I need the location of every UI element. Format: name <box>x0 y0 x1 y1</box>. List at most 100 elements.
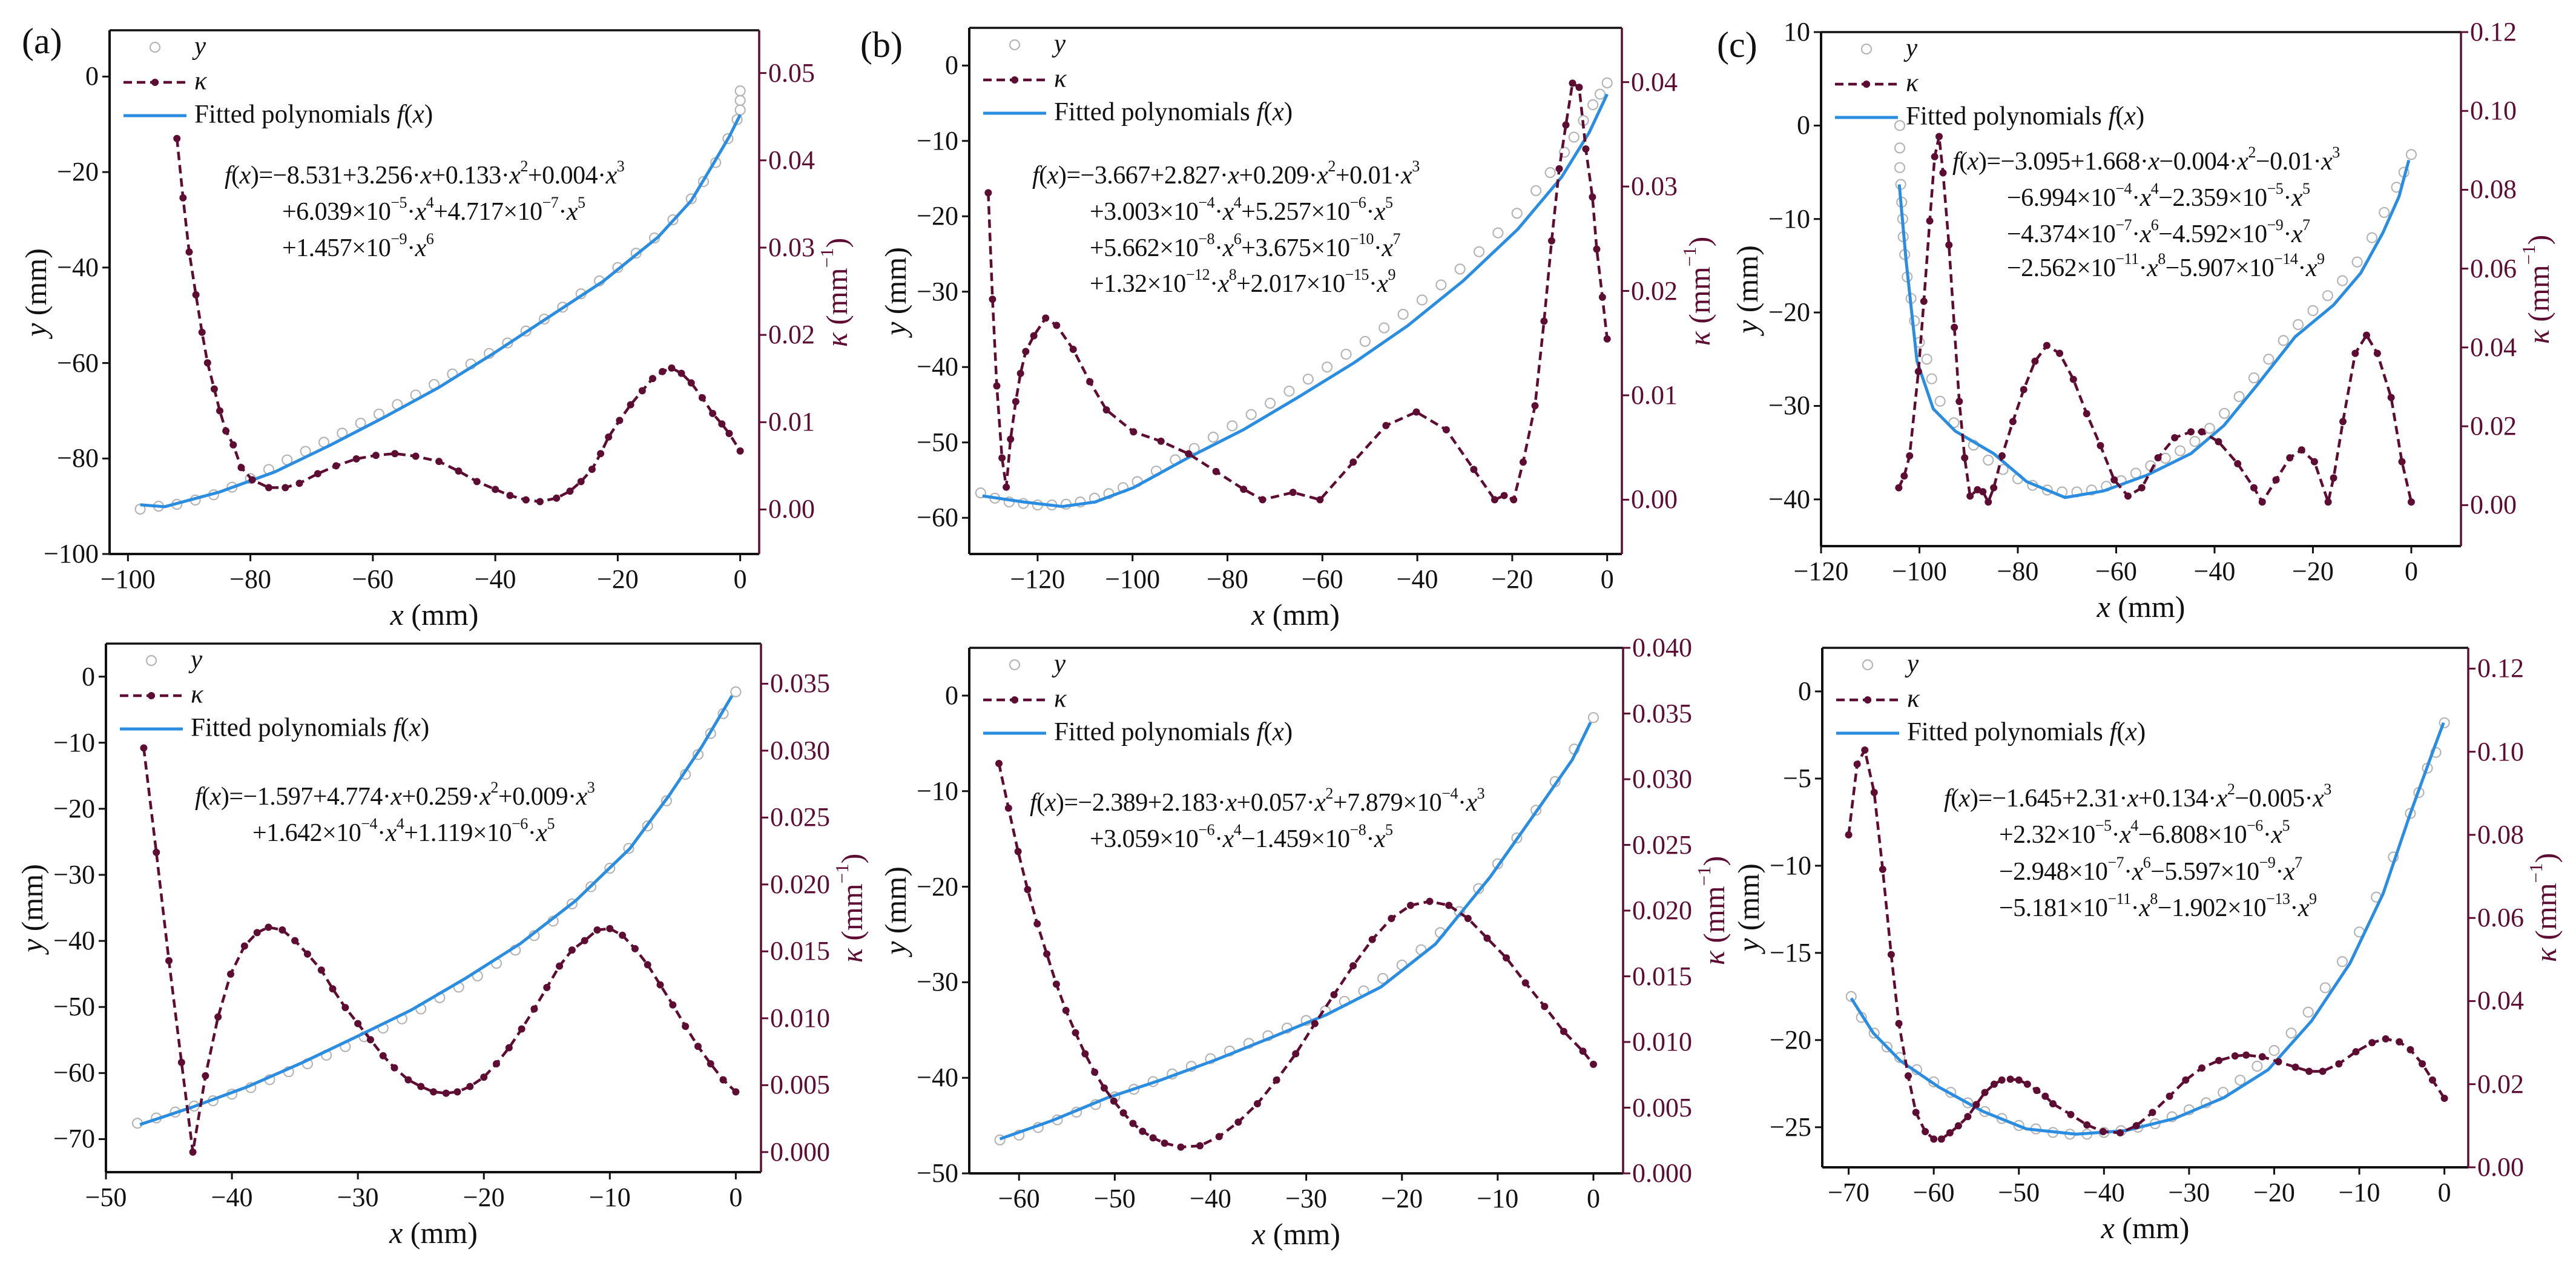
kappa-point <box>1240 486 1248 493</box>
kappa-point <box>2056 349 2064 357</box>
kappa-point <box>588 466 596 473</box>
y-data-point <box>1845 991 1857 1002</box>
kappa-series <box>984 79 1611 504</box>
kappa-point <box>179 194 187 202</box>
kappa-point <box>1161 1139 1168 1147</box>
formula-line: +2.32×10−5·x4−6.808×10−6·x5 <box>1999 817 2290 849</box>
y-data-series <box>134 85 746 515</box>
kappa-point <box>2215 438 2222 446</box>
y-axis-label: y (mm) <box>1730 245 1764 334</box>
kappa-point <box>1259 496 1267 504</box>
kappa-series <box>1845 746 2448 1143</box>
x-tick-label: −70 <box>1828 1178 1869 1207</box>
kappa-tick-label: 0.040 <box>1632 633 1692 662</box>
x-axis-label: x (mm) <box>2097 590 2186 624</box>
kappa-tick-label: 0.00 <box>2477 1152 2524 1182</box>
kappa-point <box>1998 1076 2006 1084</box>
kappa-point <box>1560 1027 1567 1035</box>
kappa-point <box>372 452 380 460</box>
kappa-point <box>1212 467 1220 475</box>
legend-label-kappa: κ <box>1906 68 1919 97</box>
kappa-point <box>165 957 173 964</box>
formula-line: −6.994×10−4·x4−2.359×10−5·x5 <box>2007 180 2310 212</box>
kappa-point <box>719 1076 727 1084</box>
kappa-point <box>2069 375 2077 383</box>
kappa-point <box>659 368 667 375</box>
y-data-point <box>1544 166 1556 179</box>
y-data-point <box>685 193 697 205</box>
kappa-series <box>140 744 740 1156</box>
kappa-point <box>1043 950 1051 958</box>
kappa-point <box>1593 245 1601 253</box>
x-tick-label: −100 <box>1105 564 1161 594</box>
kappa-point <box>1016 369 1024 377</box>
kappa-point <box>1412 408 1420 416</box>
kappa-point <box>2132 1122 2140 1130</box>
kappa-point <box>2154 454 2162 462</box>
kappa-point <box>442 1089 450 1097</box>
y-data-point <box>2366 232 2378 243</box>
x-axis-label: x (mm) <box>1251 598 1340 631</box>
y-data-point <box>1322 361 1333 373</box>
kappa-point <box>229 441 237 449</box>
kappa-point <box>291 937 299 945</box>
kappa-point <box>329 985 337 993</box>
y-data-point <box>994 1134 1006 1146</box>
kappa-series <box>173 134 744 506</box>
kappa-point <box>1521 979 1529 987</box>
y-data-point <box>667 214 679 226</box>
y-data-point <box>1983 454 1994 466</box>
y-data-point <box>1530 805 1542 816</box>
kappa-point <box>417 1083 425 1090</box>
y-data-point <box>566 898 578 910</box>
x-tick-label: −60 <box>1912 1178 1955 1207</box>
y-data-point <box>2263 354 2275 365</box>
kappa-tick-label: 0.04 <box>1631 67 1678 97</box>
y-tick-label: 0 <box>85 61 99 91</box>
kappa-point <box>2067 1110 2075 1118</box>
kappa-point <box>1562 121 1570 129</box>
y-tick-label: −30 <box>53 859 95 889</box>
x-tick-label: −60 <box>2095 556 2137 586</box>
y-data-point <box>1340 348 1352 360</box>
kappa-point <box>677 369 685 377</box>
kappa-point <box>698 394 706 401</box>
kappa-point <box>1033 920 1041 928</box>
y-tick-label: −60 <box>57 348 99 378</box>
x-tick-label: −40 <box>474 564 516 594</box>
kappa-point <box>222 427 230 435</box>
y-tick-label: 0 <box>945 50 958 81</box>
y-axis-label: y (mm) <box>878 246 912 335</box>
kappa-point <box>1895 1020 1903 1027</box>
legend-label-kappa: κ <box>191 680 203 709</box>
legend-label-kappa: κ <box>1054 64 1067 93</box>
kappa-point <box>493 1060 501 1067</box>
y-data-point <box>1868 1027 1880 1039</box>
kappa-point <box>597 450 605 458</box>
legend-kappa-marker <box>1864 696 1871 704</box>
kappa-point <box>2428 1076 2436 1084</box>
y-data-point <box>1894 162 1906 173</box>
kappa-point <box>1072 1029 1079 1037</box>
kappa-axis-label: κ (mm−1) <box>1693 856 1731 966</box>
kappa-point <box>506 492 514 499</box>
kappa-point <box>1964 1113 1972 1121</box>
kappa-axis-label: κ (mm−1) <box>1678 236 1716 346</box>
kappa-point <box>1388 915 1395 923</box>
y-tick-label: 0 <box>1797 110 1810 140</box>
legend-label-y: y <box>1054 649 1066 678</box>
kappa-point <box>2015 1076 2023 1084</box>
x-tick-label: −20 <box>1381 1184 1423 1213</box>
kappa-point <box>1014 848 1022 856</box>
legend <box>120 654 183 731</box>
y-tick-label: −50 <box>53 992 95 1022</box>
x-tick-label: −100 <box>100 564 156 594</box>
kappa-tick-label: 0.01 <box>1631 380 1678 410</box>
kappa-point <box>1603 335 1611 343</box>
kappa-point <box>2083 1121 2091 1129</box>
y-data-point <box>2302 1006 2314 1018</box>
kappa-point <box>1979 488 1987 496</box>
kappa-tick-label: 0.02 <box>2477 1069 2524 1099</box>
kappa-point <box>2258 1053 2266 1061</box>
